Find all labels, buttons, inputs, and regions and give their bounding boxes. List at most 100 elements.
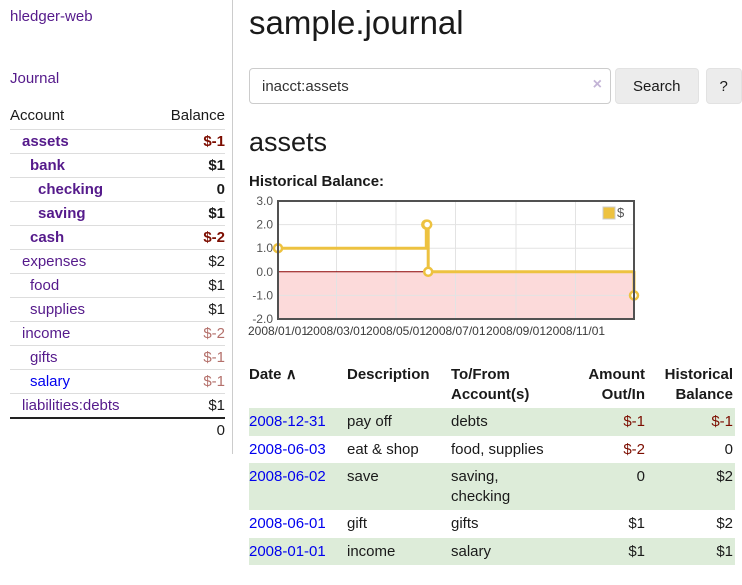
transaction-accounts: debts (451, 413, 488, 430)
account-link[interactable]: assets (22, 133, 69, 150)
account-balance: $1 (153, 153, 225, 178)
x-tick-label: 2008/01/01 (248, 324, 308, 338)
transaction-description: eat & shop (347, 440, 419, 458)
register-header-accounts: To/From Account(s) (451, 366, 530, 403)
register-table: Date ∧ Description To/From Account(s) Am… (249, 363, 735, 565)
accounts-table: Account Balance assets $-1 bank $1 checking 0… (10, 104, 225, 442)
app-title-link[interactable]: hledger-web (10, 8, 93, 25)
account-balance: $-1 (153, 369, 225, 394)
account-row: cash $-2 (10, 225, 225, 250)
register-header-date[interactable]: Date ∧ (249, 366, 297, 383)
transaction-date-link[interactable]: 2008-06-02 (249, 468, 326, 485)
account-balance: $1 (153, 297, 225, 322)
legend-label: $ (617, 205, 625, 220)
search-button[interactable]: Search (615, 68, 699, 104)
y-tick-label: -2.0 (252, 312, 273, 326)
account-link[interactable]: checking (38, 181, 104, 198)
register-row: 2008-12-31 pay off debts $-1 $-1 (249, 408, 735, 436)
search-input[interactable] (249, 68, 611, 104)
data-point-marker (421, 219, 433, 230)
accounts-total-value: 0 (153, 417, 225, 442)
chart-title: Historical Balance: (249, 173, 385, 190)
register-header-amount: Amount Out/In (588, 366, 645, 403)
account-link[interactable]: food (30, 277, 60, 294)
sort-ascending-icon: ∧ (285, 366, 297, 383)
transaction-date-link[interactable]: 2008-06-03 (249, 440, 326, 458)
account-heading: assets (249, 127, 328, 157)
register-header-description: Description (347, 366, 430, 383)
accounts-header-balance: Balance (170, 107, 225, 124)
account-row: food $1 (10, 273, 225, 298)
account-row: checking 0 (10, 177, 225, 202)
transaction-amount: $1 (628, 515, 645, 532)
accounts-total-row: 0 (10, 417, 225, 442)
accounts-header-row: Account Balance (10, 104, 225, 130)
account-balance: $-1 (153, 345, 225, 370)
account-link[interactable]: saving (38, 205, 86, 222)
register-row: 2008-06-02 save saving, checking 0 $2 (249, 463, 735, 510)
transaction-accounts: saving, checking (451, 468, 511, 505)
transaction-date-link[interactable]: 2008-01-01 (249, 542, 326, 560)
sidebar: hledger-web Journal Account Balance asse… (0, 0, 233, 454)
transaction-description: income (347, 542, 396, 560)
x-tick-label: 2008/05/01 (366, 324, 426, 338)
y-tick-label: 3.0 (256, 194, 273, 208)
clear-search-icon[interactable]: × (592, 76, 602, 93)
plot-border (277, 200, 635, 320)
account-balance: $1 (153, 393, 225, 418)
transaction-amount: 0 (636, 468, 645, 485)
y-tick-label: -1.0 (252, 288, 273, 302)
transaction-accounts: gifts (451, 515, 479, 532)
account-link[interactable]: income (22, 325, 71, 342)
transaction-description: pay off (347, 413, 392, 430)
account-link[interactable]: cash (30, 229, 65, 246)
account-row: gifts $-1 (10, 345, 225, 370)
account-row: income $-2 (10, 321, 225, 346)
data-point-marker (422, 266, 434, 278)
account-link[interactable]: liabilities:debts (22, 397, 120, 414)
help-button[interactable]: ? (705, 68, 742, 104)
register-row: 2008-06-03 eat & shop food, supplies $-2 0 (249, 436, 735, 464)
transaction-amount: $-1 (623, 413, 645, 430)
transaction-accounts: food, supplies (451, 440, 544, 458)
sidebar-item-journal[interactable]: Journal (10, 70, 60, 87)
account-link[interactable]: salary (30, 373, 71, 390)
x-tick-label: 2008/07/01 (425, 324, 485, 338)
transaction-amount: $-2 (623, 440, 645, 458)
transaction-description: gift (347, 515, 368, 532)
search-input-wrap: × (249, 68, 611, 104)
account-balance: $1 (153, 273, 225, 298)
account-row: saving $1 (10, 201, 225, 226)
account-balance: $-1 (153, 129, 225, 154)
historical-balance-chart: $3.0 2.0 1.0 0.0 -1.0 -2.0 2008/01/01 2008/03/0… (248, 194, 649, 347)
transaction-date-link[interactable]: 2008-12-31 (249, 413, 326, 430)
account-balance: $1 (153, 201, 225, 226)
y-tick-label: 0.0 (256, 265, 273, 279)
account-balance: $2 (153, 249, 225, 274)
account-link[interactable]: bank (30, 157, 66, 174)
transaction-amount: $1 (628, 542, 645, 560)
main-content: sample.journal × Search ? assets Histori… (233, 0, 742, 585)
account-balance: $-2 (153, 225, 225, 250)
x-tick-label: 2008/09/01 (486, 324, 546, 338)
transaction-balance: $2 (716, 468, 733, 485)
transaction-balance: $1 (716, 542, 733, 560)
y-tick-label: 2.0 (256, 218, 273, 232)
account-row: bank $1 (10, 153, 225, 178)
transaction-balance: $-1 (711, 413, 733, 430)
transaction-balance: 0 (724, 440, 733, 458)
register-header-balance: Historical Balance (664, 366, 733, 403)
register-row: 2008-06-01 gift gifts $1 $2 (249, 510, 735, 538)
account-link[interactable]: expenses (22, 253, 87, 270)
account-row: expenses $2 (10, 249, 225, 274)
account-link[interactable]: gifts (30, 349, 58, 366)
accounts-total-spacer (10, 417, 154, 442)
register-header-row: Date ∧ Description To/From Account(s) Am… (249, 363, 735, 408)
search-form: × Search ? (249, 68, 742, 104)
x-tick-label: 2008/11/01 (546, 324, 605, 338)
account-row: assets $-1 (10, 129, 225, 154)
transaction-date-link[interactable]: 2008-06-01 (249, 515, 326, 532)
account-row: supplies $1 (10, 297, 225, 322)
account-link[interactable]: supplies (30, 301, 86, 318)
